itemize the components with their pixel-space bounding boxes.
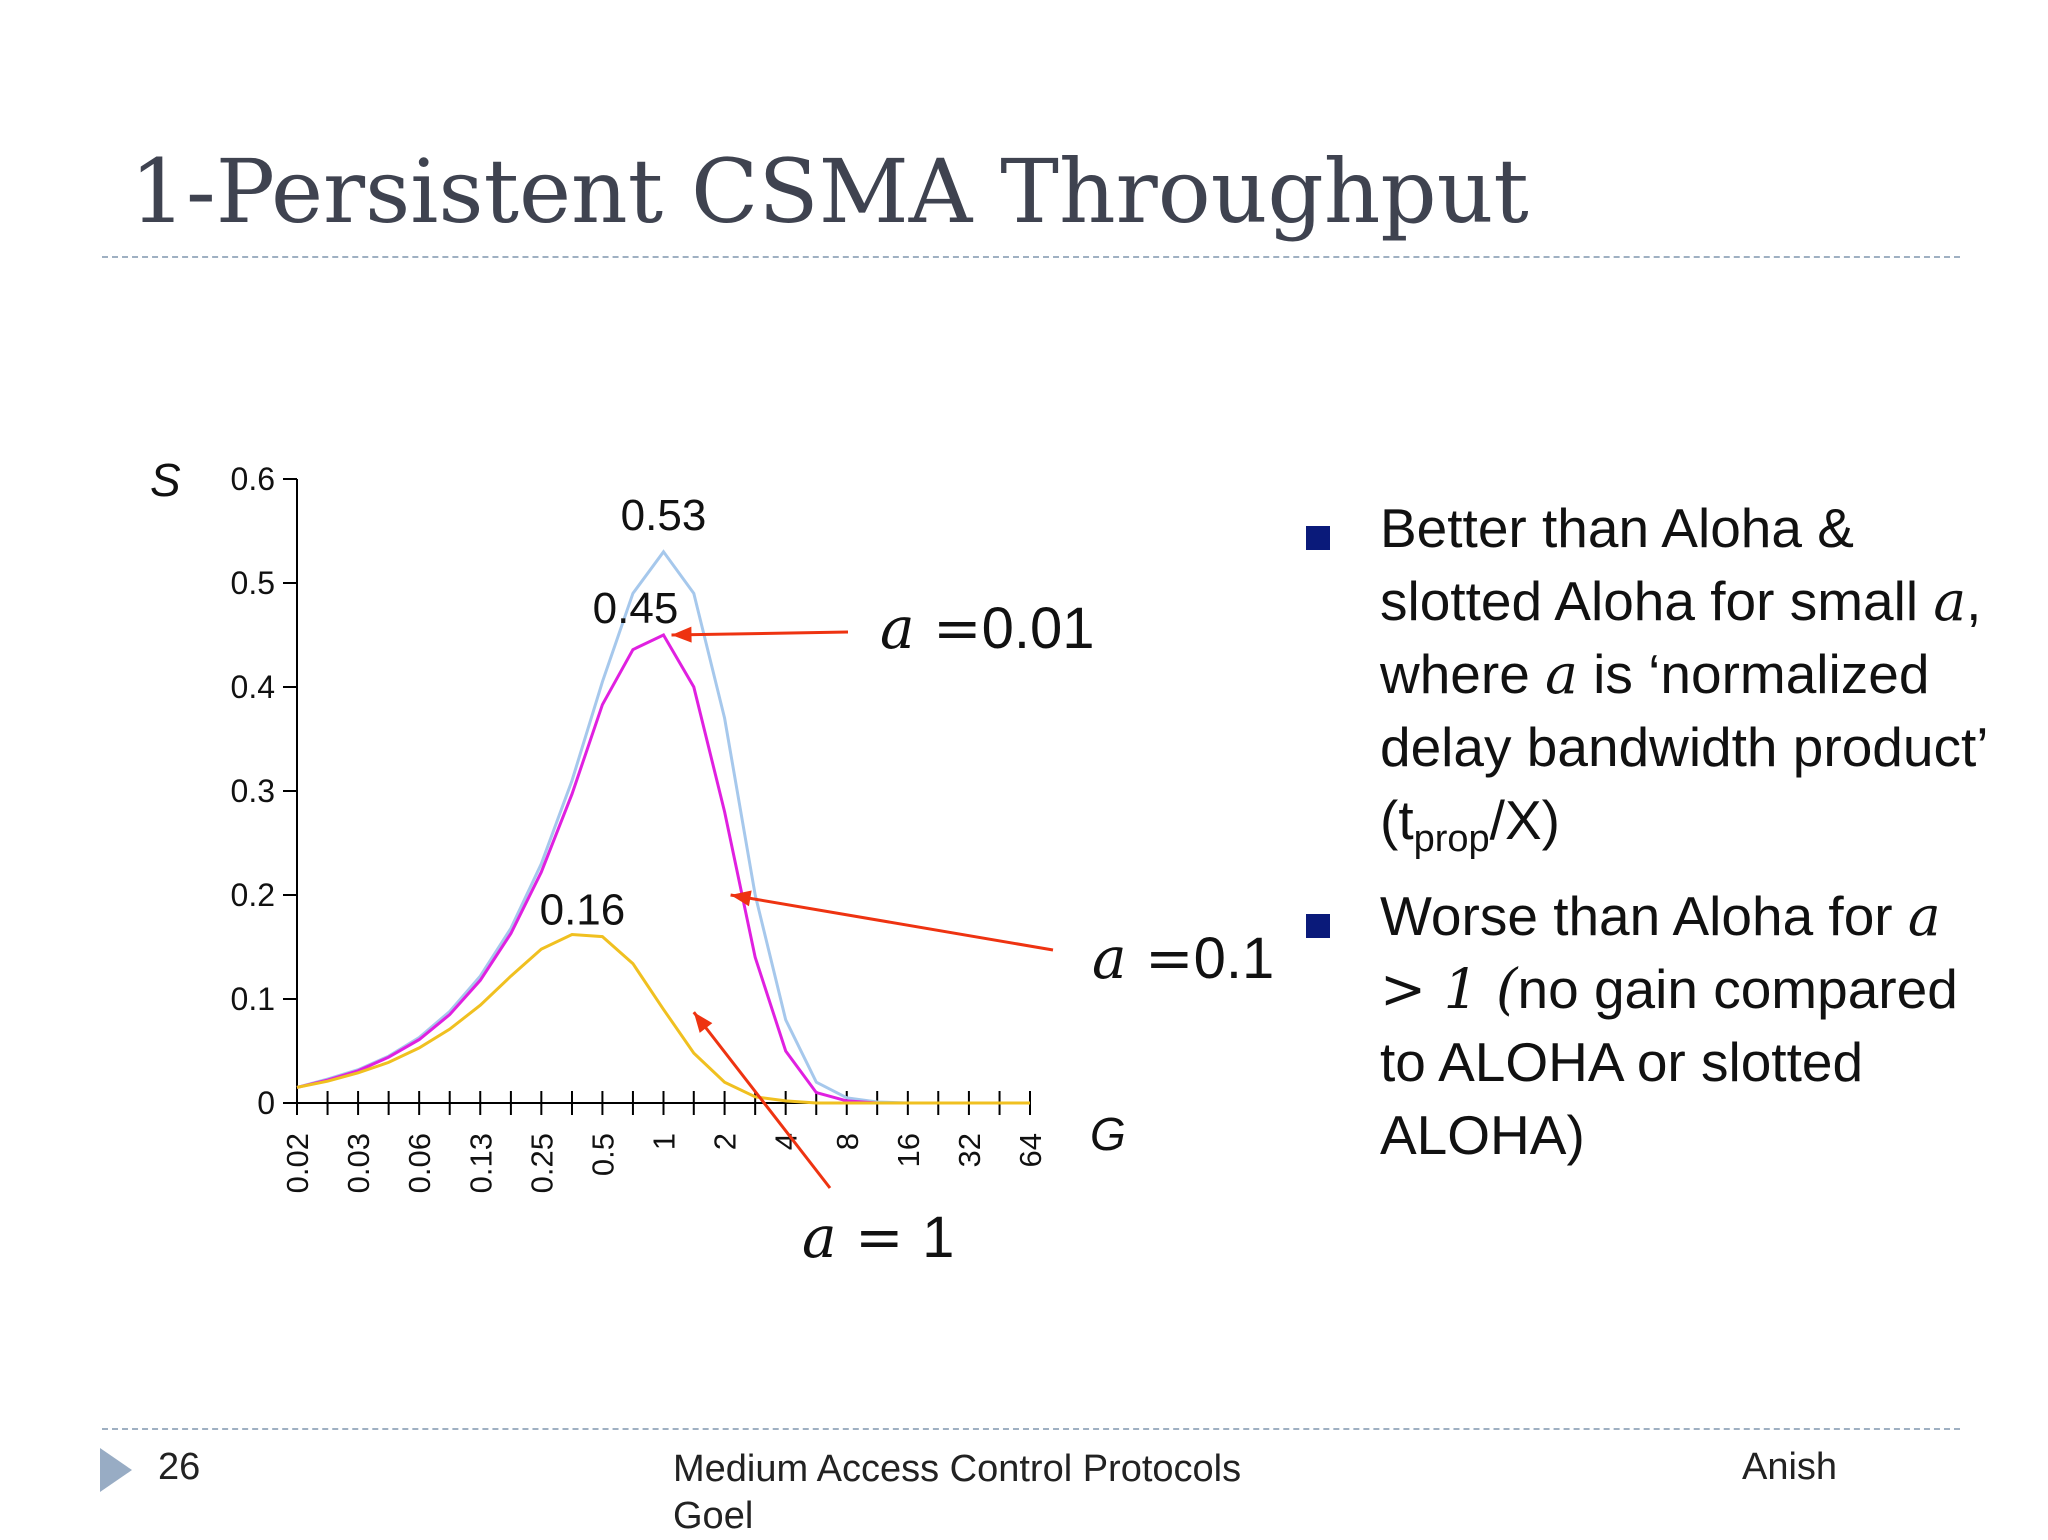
chart-arrows bbox=[671, 626, 1054, 1189]
condition-math: a > 1 ( bbox=[1380, 884, 1941, 1021]
bullet-list: Better than Aloha & slotted Aloha for sm… bbox=[1300, 492, 2000, 1172]
bullet-text: is ‘normalized delay bandwidth product’ … bbox=[1380, 643, 1987, 851]
bullet-text: Worse than Aloha for bbox=[1380, 885, 1908, 947]
y-tick-label: 0.4 bbox=[231, 669, 275, 705]
series-label: a =0.1 bbox=[1092, 924, 1274, 992]
y-tick-label: 0 bbox=[257, 1085, 275, 1121]
x-tick-label: 0.02 bbox=[280, 1133, 315, 1193]
series-label-arrow-head bbox=[730, 890, 752, 907]
x-tick-label: 0.25 bbox=[524, 1133, 559, 1193]
peak-value-label: 0.16 bbox=[540, 886, 626, 935]
var-a: a bbox=[1545, 642, 1578, 706]
y-tick-label: 0.3 bbox=[231, 773, 275, 809]
subscript-prop: prop bbox=[1413, 818, 1490, 860]
series-label-arrow-head bbox=[693, 1012, 713, 1033]
bullet-text: , where bbox=[1380, 570, 1982, 705]
series-label-eq: = bbox=[915, 594, 982, 662]
x-tick-label: 64 bbox=[1013, 1133, 1048, 1167]
x-tick-label: 16 bbox=[891, 1133, 926, 1167]
series-label-var: a bbox=[1092, 924, 1127, 992]
bullet-item-better: Better than Aloha & slotted Aloha for sm… bbox=[1300, 492, 2000, 876]
bullet-square-icon bbox=[1306, 526, 1330, 550]
series-label: a = 1 bbox=[802, 1203, 954, 1271]
title-divider bbox=[102, 256, 1960, 258]
bullet-item-worse: Worse than Aloha for a > 1 (no gain comp… bbox=[1300, 880, 2000, 1172]
series-label-arrow bbox=[692, 1011, 832, 1189]
series-label-arrow bbox=[730, 893, 1054, 952]
y-tick-label: 0.6 bbox=[231, 461, 275, 497]
chart-labels: 0.530.450.16a =0.01a =0.1a = 1 bbox=[540, 491, 1275, 1271]
series-label-value: 0.01 bbox=[982, 596, 1095, 661]
y-tick-label: 0.5 bbox=[231, 565, 275, 601]
series-label-eq: = bbox=[1127, 924, 1194, 992]
x-tick-label: 0.06 bbox=[402, 1133, 437, 1193]
chart-axes: 0 0.1 0.2 0.3 0.4 0.5 0.6 0.02 0.03 0.06 0.13 0.25 0… bbox=[150, 454, 1126, 1193]
x-tick-label: 4 bbox=[769, 1133, 804, 1150]
footer-arrow-icon bbox=[100, 1448, 132, 1492]
bullet-text: /X) bbox=[1489, 789, 1560, 851]
chart-series bbox=[296, 549, 1030, 1105]
throughput-chart: 0 0.1 0.2 0.3 0.4 0.5 0.6 0.02 0.03 0.06 0.13 0.25 0… bbox=[150, 454, 1275, 1271]
series-label-eq: = bbox=[837, 1203, 922, 1271]
bullet-text: no gain compared to ALOHA or slotted ALO… bbox=[1380, 958, 1958, 1166]
var-a: a bbox=[1933, 569, 1967, 633]
page-number: 26 bbox=[158, 1446, 201, 1488]
x-axis-label: G bbox=[1090, 1108, 1126, 1160]
peak-value-label: 0.53 bbox=[621, 491, 707, 540]
y-axis-label: S bbox=[150, 454, 181, 506]
series-line-2 bbox=[296, 932, 1030, 1105]
y-tick-label: 0.2 bbox=[231, 877, 275, 913]
y-tick-label: 0.1 bbox=[231, 981, 275, 1017]
series-label-var: a bbox=[802, 1203, 837, 1271]
series-label-arrow-head bbox=[671, 626, 692, 643]
x-tick-label: 1 bbox=[647, 1133, 682, 1150]
peak-value-label: 0.45 bbox=[593, 584, 679, 633]
bullet-text: Better than Aloha & slotted Aloha for sm… bbox=[1380, 497, 1934, 632]
series-label-arrow bbox=[671, 630, 849, 637]
x-tick-label: 0.5 bbox=[585, 1133, 620, 1176]
x-tick-label: 2 bbox=[708, 1133, 743, 1150]
x-tick-label: 32 bbox=[952, 1133, 987, 1167]
slide-title: 1-Persistent CSMA Throughput bbox=[130, 140, 1529, 243]
series-label-var: a bbox=[880, 594, 915, 662]
series-label: a =0.01 bbox=[880, 594, 1095, 662]
footer-title: Medium Access Control Protocols Goel bbox=[673, 1448, 1242, 1537]
x-tick-label: 8 bbox=[830, 1133, 865, 1150]
x-tick-label: 0.13 bbox=[463, 1133, 498, 1193]
x-tick-label: 0.03 bbox=[341, 1133, 376, 1193]
footer-divider bbox=[102, 1428, 1960, 1430]
series-label-value: 1 bbox=[922, 1205, 954, 1270]
series-label-value: 0.1 bbox=[1194, 926, 1275, 991]
footer-author: Anish bbox=[1742, 1446, 1838, 1488]
series-line-1 bbox=[296, 633, 1030, 1105]
bullet-square-icon bbox=[1306, 914, 1330, 938]
